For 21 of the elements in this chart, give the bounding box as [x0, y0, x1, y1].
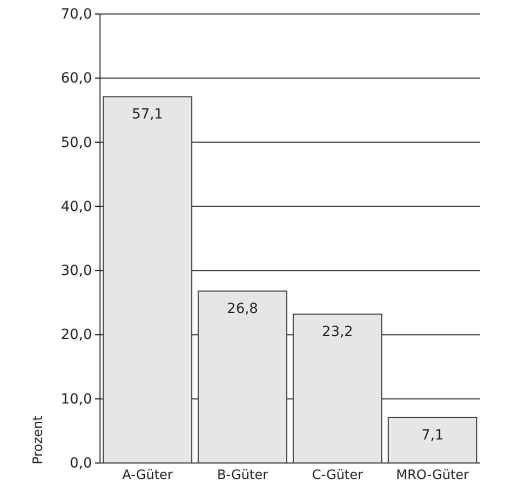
y-tick-label: 30,0	[60, 263, 92, 280]
bar	[292, 314, 382, 464]
y-tick-label: 50,0	[60, 134, 92, 151]
data-label: 7,1	[421, 427, 444, 444]
x-tick-label: A-Güter	[122, 468, 174, 483]
bar	[198, 290, 288, 464]
x-tick-label: MRO-Güter	[396, 468, 470, 483]
data-label: 57,1	[132, 106, 164, 123]
y-tick-label: 20,0	[60, 327, 92, 344]
x-tick-label: B-Güter	[217, 468, 269, 483]
data-label: 23,2	[322, 324, 354, 340]
y-axis-title: Prozent	[31, 416, 46, 464]
y-tick-label: 60,0	[60, 70, 92, 87]
x-tick-label: C-Güter	[312, 468, 364, 483]
y-tick-label: 0,0	[70, 455, 92, 472]
y-tick-label: 70,0	[60, 6, 92, 22]
bar	[388, 416, 478, 464]
data-label: 26,8	[226, 301, 258, 318]
bar	[102, 96, 192, 464]
y-tick-label: 10,0	[60, 391, 92, 408]
y-tick-label: 40,0	[60, 198, 92, 215]
